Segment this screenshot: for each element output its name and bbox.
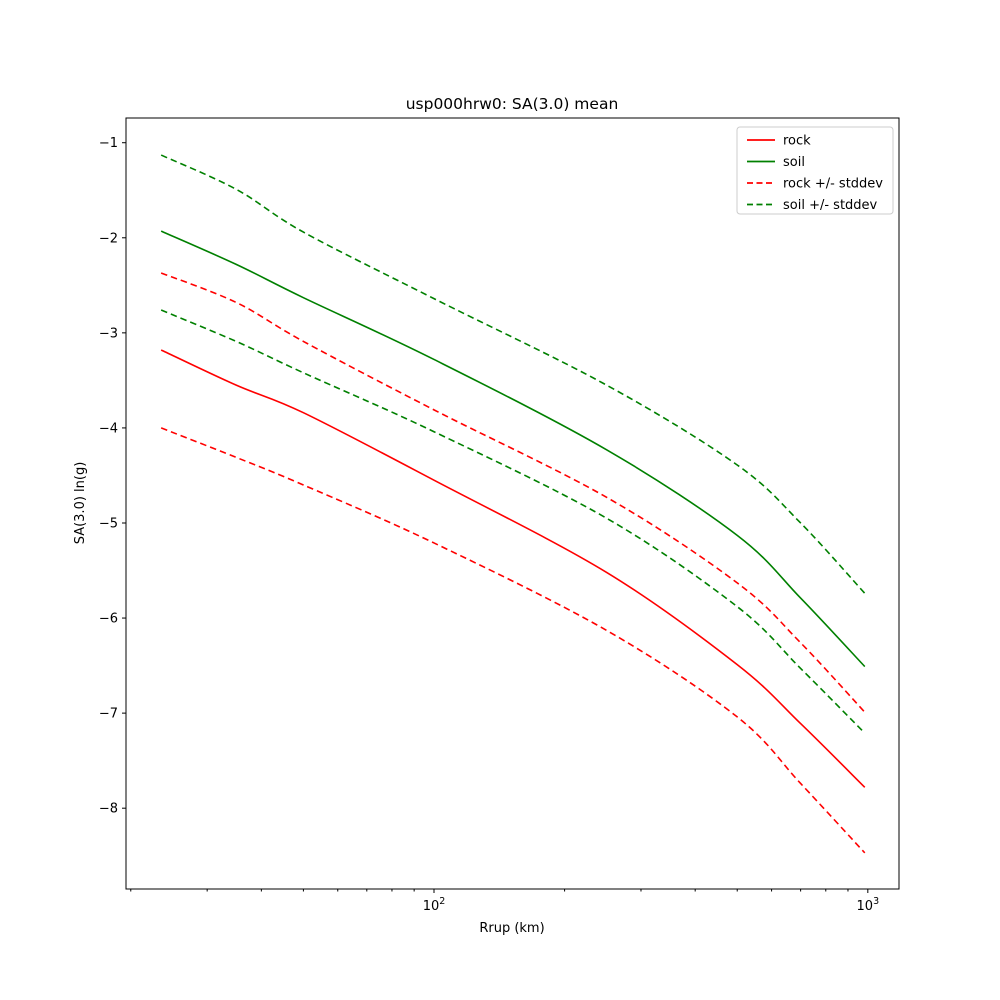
y-tick-label: −4 xyxy=(99,421,118,436)
series-line-rock xyxy=(160,349,866,788)
series-line-soil xyxy=(160,230,866,668)
series-line-soil-stddev xyxy=(160,154,866,594)
chart-title: usp000hrw0: SA(3.0) mean xyxy=(406,95,619,113)
y-axis-label: SA(3.0) ln(g) xyxy=(73,462,88,545)
x-axis-label: Rrup (km) xyxy=(479,921,544,936)
x-tick-exponent: 3 xyxy=(873,896,879,907)
y-tick-label: −7 xyxy=(99,707,118,722)
plot-border xyxy=(125,117,900,890)
series-line-rock-stddev xyxy=(160,427,866,854)
y-tick-label: −1 xyxy=(99,136,118,151)
y-tick-label: −2 xyxy=(99,231,118,246)
y-tick-label: −3 xyxy=(99,326,118,341)
y-tick-label: −5 xyxy=(99,516,118,531)
y-tick-label: −8 xyxy=(99,802,118,817)
legend-label-rock: rock xyxy=(783,134,811,149)
legend-label-soil-stddev: soil +/- stddev xyxy=(783,198,878,213)
legend: rock soil rock +/- stddev soil +/- stddev xyxy=(736,126,894,215)
legend-label-rock-stddev: rock +/- stddev xyxy=(783,177,883,192)
legend-label-soil: soil xyxy=(783,155,805,170)
x-tick-exponent: 2 xyxy=(439,896,445,907)
y-tick-label: −6 xyxy=(99,612,118,627)
series-line-soil-stddev xyxy=(160,309,866,734)
series-line-rock-stddev xyxy=(160,272,866,713)
legend-box xyxy=(736,126,894,215)
curves-layer xyxy=(160,154,866,854)
